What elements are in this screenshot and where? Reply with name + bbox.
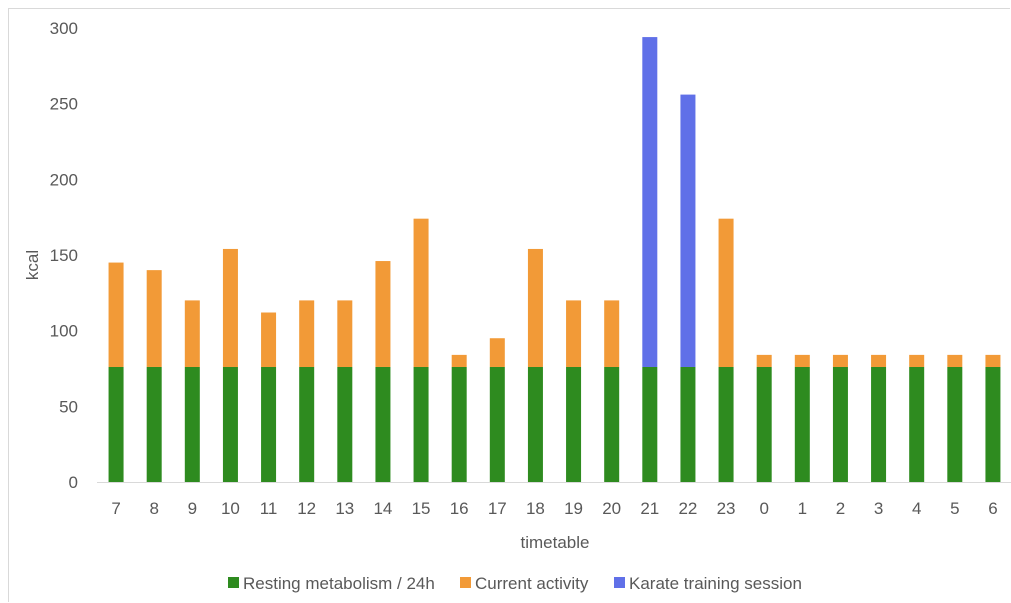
bar-segment-activity [299, 300, 315, 367]
legend-label: Current activity [475, 574, 589, 593]
bar-segment-resting [299, 366, 315, 482]
legend-label: Karate training session [629, 574, 802, 593]
bar-segment-activity [947, 354, 963, 367]
bar-segment-resting [985, 366, 1001, 482]
bar-segment-resting [489, 366, 505, 482]
x-tick-label: 21 [640, 499, 659, 518]
x-tick-label: 13 [335, 499, 354, 518]
bar-segment-resting [718, 366, 734, 482]
x-axis-ticks: 7 8 9 10 11 12 13 14 15 16 17 18 19 20 21 22 23 0 1 2 3 4 5 6 [111, 499, 997, 518]
legend-swatch [460, 577, 471, 588]
x-axis-title: timetable [521, 533, 590, 552]
x-tick-label: 3 [874, 499, 883, 518]
chart-frame [8, 8, 1010, 602]
bar-segment-resting [642, 366, 658, 482]
bar-segment-karate [642, 37, 658, 367]
y-tick-label: 150 [50, 246, 78, 265]
bar-segment-activity [794, 354, 810, 367]
x-tick-label: 19 [564, 499, 583, 518]
bar-segment-activity [337, 300, 353, 367]
x-tick-label: 20 [602, 499, 621, 518]
x-tick-label: 18 [526, 499, 545, 518]
bar-segment-resting [527, 366, 543, 482]
x-tick-label: 22 [678, 499, 697, 518]
bar-segment-activity [261, 312, 277, 367]
y-tick-label: 0 [69, 473, 78, 492]
y-tick-label: 50 [59, 397, 78, 416]
bar-segment-resting [261, 366, 277, 482]
bar-segment-activity [718, 218, 734, 367]
x-tick-label: 6 [988, 499, 997, 518]
y-axis-title: kcal [23, 250, 42, 280]
bar-segment-resting [680, 366, 696, 482]
y-axis-ticks: 0 50 100 150 200 250 300 [50, 19, 78, 492]
x-tick-label: 11 [260, 499, 278, 518]
bar-segment-resting [947, 366, 963, 482]
y-tick-label: 250 [50, 95, 78, 114]
x-tick-label: 5 [950, 499, 959, 518]
x-tick-label: 1 [798, 499, 807, 518]
bar-segment-activity [108, 262, 124, 367]
bar-segment-resting [794, 366, 810, 482]
bars [108, 37, 1001, 482]
bar-segment-activity [451, 354, 467, 367]
y-tick-label: 100 [50, 322, 78, 341]
x-tick-label: 15 [412, 499, 431, 518]
bar-segment-activity [146, 270, 162, 367]
bar-segment-activity [756, 354, 772, 367]
bar-segment-karate [680, 94, 696, 367]
bar-segment-activity [375, 261, 391, 367]
y-tick-label: 300 [50, 19, 78, 38]
x-tick-label: 7 [111, 499, 120, 518]
x-tick-label: 0 [759, 499, 768, 518]
x-tick-label: 9 [188, 499, 197, 518]
bar-segment-resting [566, 366, 582, 482]
x-tick-label: 8 [149, 499, 158, 518]
legend-swatch [614, 577, 625, 588]
bar-segment-activity [527, 248, 543, 367]
x-tick-label: 17 [488, 499, 507, 518]
bar-segment-resting [184, 366, 200, 482]
x-tick-label: 2 [836, 499, 845, 518]
legend-label: Resting metabolism / 24h [243, 574, 435, 593]
bar-segment-activity [222, 248, 238, 367]
bar-segment-activity [871, 354, 887, 367]
bar-segment-resting [756, 366, 772, 482]
y-tick-label: 200 [50, 170, 78, 189]
bar-segment-activity [909, 354, 925, 367]
bar-segment-activity [413, 218, 429, 367]
legend-swatch [228, 577, 239, 588]
legend: Resting metabolism / 24h Current activity… [228, 574, 802, 593]
bar-segment-activity [604, 300, 620, 367]
bar-segment-resting [604, 366, 620, 482]
bar-segment-resting [375, 366, 391, 482]
bar-segment-resting [146, 366, 162, 482]
bar-segment-resting [832, 366, 848, 482]
x-tick-label: 23 [717, 499, 736, 518]
bar-segment-resting [108, 366, 124, 482]
bar-segment-resting [337, 366, 353, 482]
bar-segment-activity [566, 300, 582, 367]
bar-segment-activity [832, 354, 848, 367]
x-tick-label: 12 [297, 499, 316, 518]
bar-segment-resting [451, 366, 467, 482]
bar-segment-resting [413, 366, 429, 482]
x-tick-label: 4 [912, 499, 921, 518]
x-tick-label: 16 [450, 499, 469, 518]
bar-segment-activity [184, 300, 200, 367]
bar-segment-resting [871, 366, 887, 482]
bar-segment-activity [489, 338, 505, 367]
x-tick-label: 10 [221, 499, 240, 518]
x-tick-label: 14 [373, 499, 392, 518]
bar-segment-activity [985, 354, 1001, 367]
bar-segment-resting [909, 366, 925, 482]
bar-segment-resting [222, 366, 238, 482]
